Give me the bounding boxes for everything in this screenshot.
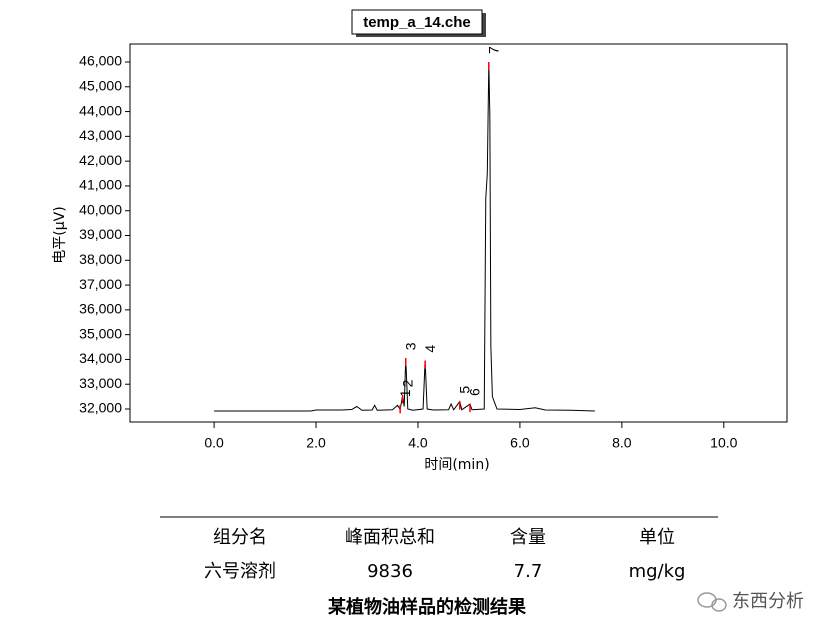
peak-label: 7 <box>486 46 502 54</box>
plot-frame <box>129 43 788 423</box>
x-tick-label: 10.0 <box>710 435 737 451</box>
table-cell: 9836 <box>367 561 413 582</box>
caption: 某植物油样品的检测结果 <box>328 596 527 618</box>
y-tick-label: 36,000 <box>79 301 122 317</box>
table-header: 组分名 <box>213 527 267 548</box>
y-tick-label: 46,000 <box>79 53 122 69</box>
peak-label: 3 <box>402 342 418 350</box>
watermark: 东西分析 <box>732 591 804 612</box>
x-tick-label: 8.0 <box>612 435 632 451</box>
y-tick-label: 43,000 <box>79 127 122 143</box>
x-tick-label: 0.0 <box>204 435 224 451</box>
trace <box>214 61 595 412</box>
peak-label: 5 <box>456 386 472 394</box>
x-axis-label: 时间(min) <box>424 457 489 473</box>
watermark-icon <box>697 592 727 612</box>
y-tick-label: 37,000 <box>79 276 122 292</box>
x-tick-label: 4.0 <box>408 435 428 451</box>
title-box <box>351 9 483 35</box>
table-header: 峰面积总和 <box>345 527 435 548</box>
y-tick-label: 39,000 <box>79 226 122 242</box>
y-tick-label: 44,000 <box>79 102 122 118</box>
peak-label: 1 <box>397 389 413 397</box>
y-tick-label: 35,000 <box>79 325 122 341</box>
peak-label: 2 <box>399 379 415 387</box>
table-cell: 六号溶剂 <box>204 561 276 582</box>
chart-title: temp_a_14.che <box>363 14 471 31</box>
y-tick-label: 41,000 <box>79 177 122 193</box>
peak-label: 6 <box>467 388 483 396</box>
table-header: 含量 <box>510 527 546 548</box>
y-tick-label: 42,000 <box>79 152 122 168</box>
table-header: 单位 <box>639 527 675 548</box>
y-tick-label: 38,000 <box>79 251 122 267</box>
y-tick-label: 40,000 <box>79 201 122 217</box>
x-tick-label: 6.0 <box>510 435 530 451</box>
y-tick-label: 32,000 <box>79 400 122 416</box>
table-cell: 7.7 <box>514 561 543 582</box>
y-axis-label: 电平(μV) <box>52 206 68 263</box>
x-tick-label: 2.0 <box>306 435 326 451</box>
table-cell: mg/kg <box>629 561 686 582</box>
y-tick-label: 45,000 <box>79 77 122 93</box>
y-tick-label: 34,000 <box>79 350 122 366</box>
y-tick-label: 33,000 <box>79 375 122 391</box>
peak-label: 4 <box>422 345 438 353</box>
